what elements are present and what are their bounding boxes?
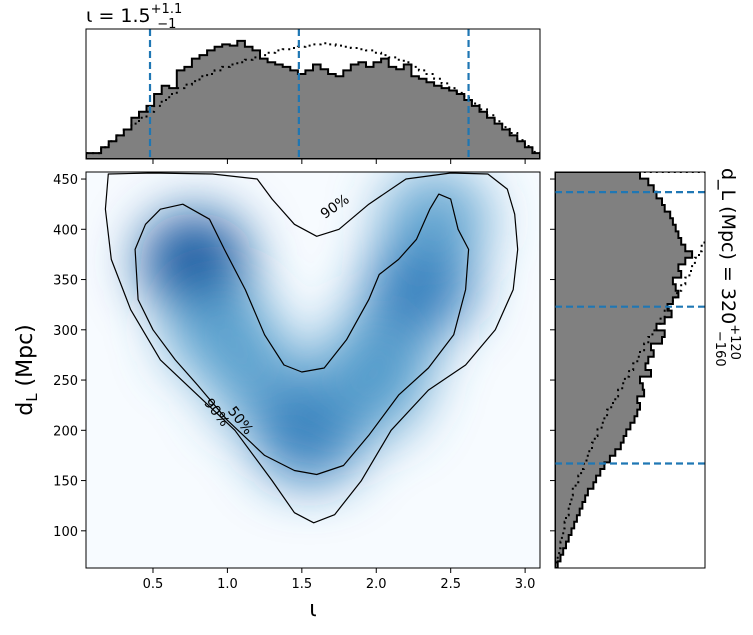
- right-y-ticks: [550, 178, 555, 532]
- joint-frame: [85, 171, 541, 569]
- y-tick-label: 450: [53, 173, 78, 188]
- x-tick-label: 1.0: [217, 577, 238, 592]
- top-title-sup: +1.1: [151, 2, 183, 17]
- y-tick-label: 100: [53, 525, 78, 540]
- right-marginal-panel: d_L (Mpc) = 320+120−160: [550, 168, 742, 569]
- right-title-sub: −160: [712, 331, 727, 367]
- joint-y-ticks: 100 150 200 250 300 350 400 450: [53, 173, 86, 540]
- top-marginal-panel: ι = 1.5+1.1 −1: [85, 2, 541, 164]
- x-tick-label: 1.5: [291, 577, 312, 592]
- x-tick-label: 2.0: [366, 577, 387, 592]
- x-axis-label: ι: [309, 597, 316, 622]
- top-title: ι = 1.5+1.1 −1: [86, 2, 182, 32]
- joint-x-ticks: 0.5 1.0 1.5 2.0 2.5 3.0: [143, 568, 536, 592]
- right-histogram: [555, 172, 694, 568]
- y-axis-label-unit: (Mpc): [13, 324, 38, 393]
- right-quantile-lines: [555, 191, 705, 465]
- right-title-sup: +120: [727, 324, 742, 360]
- x-tick-label: 2.5: [440, 577, 461, 592]
- top-title-sub: −1: [157, 17, 176, 32]
- y-tick-label: 400: [53, 223, 78, 238]
- top-histogram: [86, 39, 540, 159]
- contour-50pct: [134, 193, 470, 476]
- y-tick-label: 200: [53, 424, 78, 439]
- top-frame: [85, 28, 541, 160]
- x-tick-label: 0.5: [143, 577, 164, 592]
- joint-panel: 90%90%50% 0.5 1.0 1.5 2.0 2.5 3.0 10015020025…: [13, 171, 541, 622]
- y-tick-label: 350: [53, 274, 78, 289]
- right-frame: [554, 171, 706, 569]
- density-layer: [139, 172, 491, 486]
- right-title: d_L (Mpc) = 320+120−160: [712, 168, 742, 367]
- y-tick-label: 150: [53, 475, 78, 490]
- y-tick-label: 300: [53, 324, 78, 339]
- contour-layer: [104, 172, 519, 524]
- y-axis-label-subscript: L: [23, 393, 41, 402]
- y-axis-label: dL (Mpc): [13, 324, 41, 416]
- contour-90pct: [104, 172, 519, 524]
- density-peak: [380, 172, 491, 270]
- y-tick-label: 250: [53, 374, 78, 389]
- x-tick-label: 3.0: [515, 577, 536, 592]
- top-x-ticks: [152, 159, 526, 164]
